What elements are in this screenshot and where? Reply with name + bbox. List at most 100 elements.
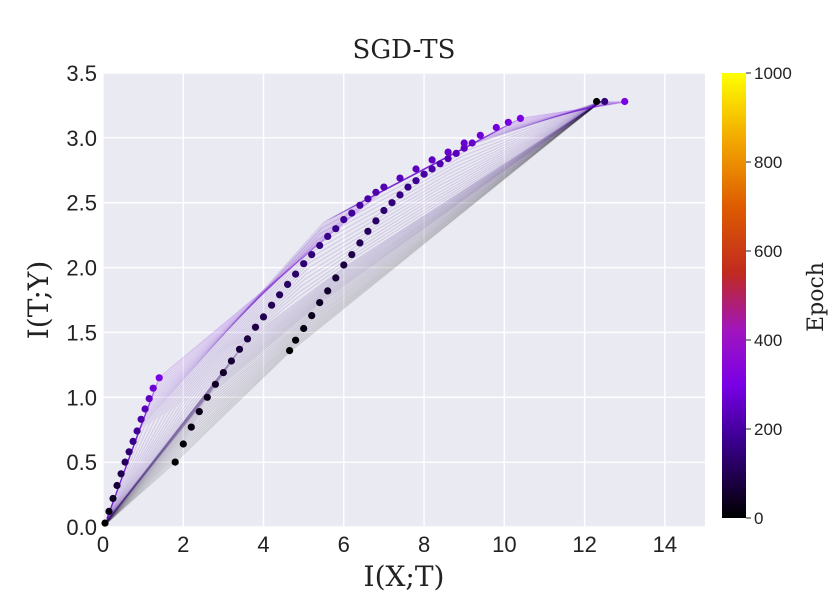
- fan-line: [106, 101, 602, 523]
- colorbar-tick-label: 600: [754, 242, 782, 261]
- colorbar-label: Epoch: [804, 262, 829, 332]
- x-tick-label: 0: [97, 532, 109, 557]
- data-point: [428, 165, 436, 173]
- data-point: [276, 291, 284, 299]
- x-axis-label: I(X;T): [364, 560, 445, 593]
- x-tick-label: 6: [338, 532, 350, 557]
- fan-line: [106, 101, 602, 522]
- fan-line: [106, 101, 602, 524]
- data-point: [308, 312, 316, 320]
- data-point: [404, 183, 412, 191]
- fan-line: [106, 100, 601, 520]
- data-point: [316, 299, 324, 307]
- data-point: [243, 335, 252, 343]
- x-tick-label: 4: [257, 532, 269, 557]
- data-point: [105, 507, 113, 515]
- fan-line: [106, 100, 619, 519]
- colorbar-tick-label: 1000: [754, 64, 792, 83]
- data-point: [388, 199, 396, 207]
- fan-line: [106, 101, 602, 523]
- fan-line: [106, 101, 602, 522]
- data-point: [380, 206, 388, 215]
- y-tick-label: 2.0: [66, 256, 97, 281]
- fan-line: [106, 101, 602, 523]
- x-tick-label: 2: [177, 532, 189, 557]
- x-tick-label: 14: [653, 532, 677, 557]
- data-point: [492, 123, 500, 132]
- data-point: [268, 301, 276, 309]
- data-point: [601, 97, 609, 106]
- fan-line: [106, 100, 601, 521]
- y-tick-label: 1.0: [66, 385, 97, 410]
- fan-line: [106, 100, 601, 521]
- data-point: [121, 458, 129, 466]
- fan-line: [106, 101, 602, 523]
- data-point: [504, 118, 512, 126]
- data-point: [125, 448, 133, 456]
- fan-line: [106, 100, 611, 520]
- fan-line: [106, 100, 602, 521]
- data-point: [348, 209, 356, 217]
- data-point: [179, 440, 187, 448]
- data-point: [460, 144, 468, 152]
- x-tick-label: 12: [572, 532, 596, 557]
- fan-line: [106, 101, 602, 523]
- data-point: [460, 139, 468, 147]
- fan-line: [106, 101, 602, 523]
- data-point: [133, 427, 141, 435]
- data-point: [195, 408, 203, 416]
- data-point: [145, 395, 153, 403]
- fan-line: [106, 100, 603, 520]
- data-point: [593, 97, 601, 106]
- data-point: [340, 261, 348, 269]
- data-point: [332, 225, 340, 233]
- colorbar-tick-labels: 0 200 400 600 800 1000: [746, 64, 792, 528]
- fan-line: [106, 100, 602, 522]
- fan-line: [106, 100, 602, 522]
- data-point: [444, 148, 452, 156]
- fan-line: [106, 101, 602, 522]
- data-point: [286, 347, 294, 355]
- data-point: [129, 437, 137, 445]
- fan-line: [106, 100, 609, 520]
- data-point: [113, 481, 121, 490]
- fan-line: [106, 101, 602, 524]
- data-point: [141, 405, 149, 413]
- y-tick-label: 0.0: [66, 515, 97, 540]
- x-tick-label: 8: [418, 532, 430, 557]
- fan-line: [106, 101, 602, 524]
- data-point: [187, 423, 195, 431]
- data-point: [211, 380, 219, 388]
- data-point: [227, 357, 235, 365]
- fan-line: [106, 101, 602, 522]
- data-point: [155, 374, 163, 382]
- fan-line: [106, 101, 602, 524]
- fan-line: [106, 100, 601, 521]
- data-point: [396, 191, 404, 199]
- fan-line: [106, 101, 602, 523]
- data-point: [364, 227, 372, 235]
- fan-line: [106, 101, 602, 522]
- data-point: [348, 251, 356, 259]
- data-point: [308, 251, 316, 259]
- data-point: [372, 217, 380, 225]
- y-tick-label: 3.5: [66, 61, 97, 86]
- fan-line: [106, 101, 602, 523]
- data-point: [452, 149, 460, 157]
- fan-line: [106, 100, 602, 521]
- data-point: [332, 274, 340, 282]
- chart-title: SGD-TS: [353, 35, 456, 65]
- data-point: [356, 201, 364, 209]
- y-tick-label: 1.5: [66, 320, 97, 345]
- data-point: [137, 415, 145, 423]
- fan-line: [106, 101, 602, 524]
- data-point: [436, 160, 444, 168]
- data-point: [101, 519, 109, 527]
- fan-line: [106, 101, 602, 523]
- fan-line: [106, 100, 602, 521]
- y-axis-label: I(T;Y): [22, 261, 55, 340]
- data-point: [364, 195, 372, 203]
- data-point: [412, 177, 420, 185]
- colorbar-tick-label: 800: [754, 153, 782, 172]
